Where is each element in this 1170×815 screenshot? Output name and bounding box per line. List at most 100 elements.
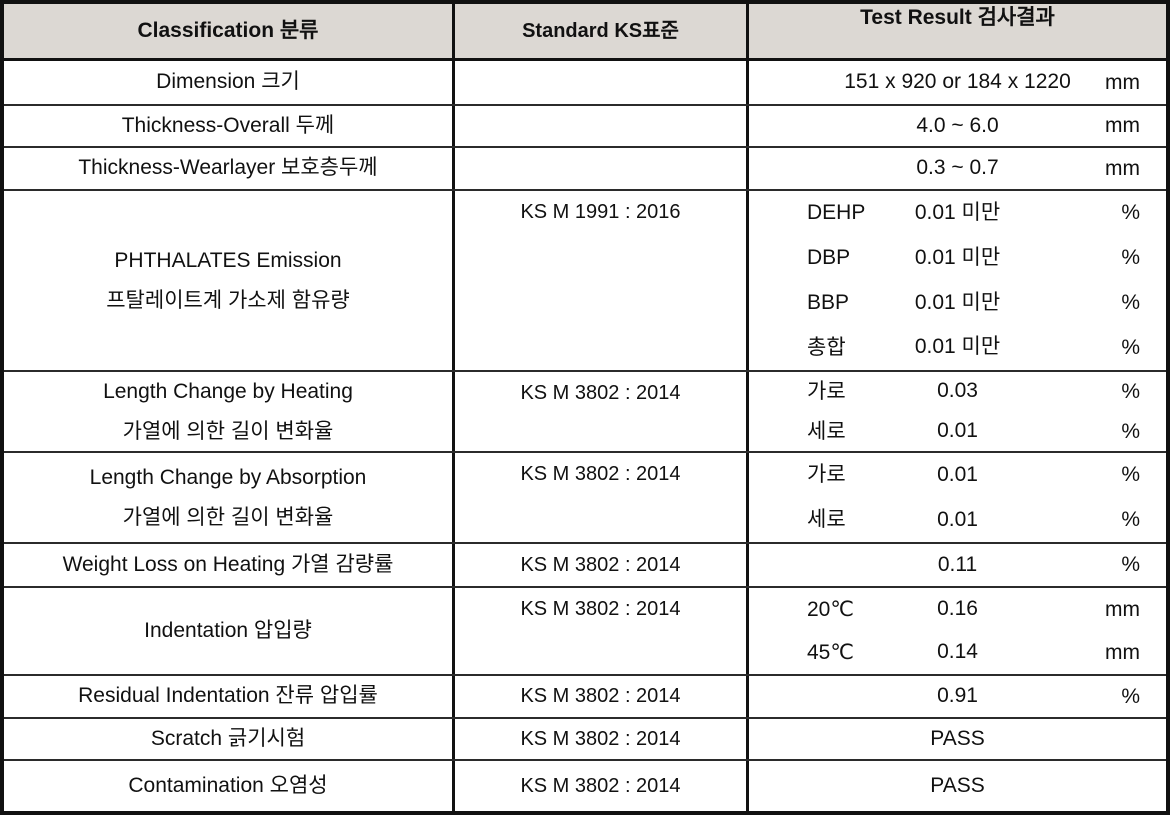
result-label: 세로 — [807, 507, 846, 531]
result-value: 0.16 — [937, 597, 978, 621]
classification-text: PHTHALATES Emission — [114, 248, 342, 272]
result-unit: mm — [1105, 156, 1140, 180]
header-standard: Standard KS표준 — [455, 4, 749, 58]
standard-cell: KS M 3802 : 2014 — [455, 544, 749, 586]
classification-cell: Thickness-Overall 두께 — [4, 106, 455, 146]
result-label: 20℃ — [807, 597, 854, 621]
result-value: 0.14 — [937, 640, 978, 664]
standard-cell: KS M 1991 : 2016 — [455, 191, 749, 370]
table-row: Dimension 크기 151 x 920 or 184 x 1220 mm — [4, 61, 1166, 106]
result-value: PASS — [930, 773, 985, 797]
result-value: 151 x 920 or 184 x 1220 — [844, 70, 1071, 94]
result-cell: DEHP 0.01 미만% DBP 0.01 미만% BBP 0.01 미만% 총합 0.01… — [749, 191, 1166, 370]
result-label: DEHP — [807, 201, 866, 225]
result-unit: mm — [1105, 640, 1140, 664]
result-subrow: 총합 0.01 미만% — [749, 325, 1166, 370]
result-value: 0.11 — [937, 552, 978, 576]
classification-cell: Length Change by Heating 가열에 의한 길이 변화율 — [4, 372, 455, 451]
result-subrow: 151 x 920 or 184 x 1220 mm — [749, 61, 1166, 104]
table-row: PHTHALATES Emission 프탈레이트계 가소제 함유량 KS M 19… — [4, 191, 1166, 372]
header-test-result: Test Result 검사결과 — [860, 6, 1055, 29]
result-label: 총합 — [807, 335, 846, 359]
result-unit: % — [1121, 290, 1140, 314]
result-unit: mm — [1105, 113, 1140, 137]
classification-text: Contamination 오염성 — [128, 773, 328, 797]
result-subrow: 45℃ 0.14 mm — [749, 631, 1166, 674]
classification-text: Weight Loss on Heating 가열 감량률 — [62, 552, 394, 576]
result-unit: % — [1121, 245, 1140, 269]
result-value: 0.3 ~ 0.7 — [916, 156, 999, 180]
classification-text: Residual Indentation 잔류 압입률 — [78, 684, 378, 708]
result-unit: % — [1121, 419, 1140, 443]
result-subrow: 4.0 ~ 6.0 mm — [749, 106, 1166, 146]
table-row: Length Change by Absorption 가열에 의한 길이 변화율… — [4, 453, 1166, 544]
classification-text: Indentation 압입량 — [144, 618, 312, 642]
classification-cell: Indentation 압입량 — [4, 588, 455, 674]
classification-text: 가열에 의한 길이 변화율 — [122, 419, 334, 443]
result-cell: 0.11% — [749, 544, 1166, 586]
table-row: Length Change by Heating 가열에 의한 길이 변화율 KS … — [4, 372, 1166, 453]
standard-cell: KS M 3802 : 2014 — [455, 588, 749, 674]
result-subrow: DBP 0.01 미만% — [749, 236, 1166, 281]
table-row: Thickness-Wearlayer 보호층두께 0.3 ~ 0.7 mm — [4, 148, 1166, 191]
classification-text: Length Change by Absorption — [89, 465, 367, 489]
table-header: Classification 분류 Standard KS표준 Test Res… — [4, 4, 1166, 61]
classification-cell: Residual Indentation 잔류 압입률 — [4, 676, 455, 717]
table-row: Thickness-Overall 두께 4.0 ~ 6.0 mm — [4, 106, 1166, 148]
result-value: PASS — [930, 726, 985, 750]
result-subrow: PASS — [749, 719, 1166, 759]
result-unit: % — [1121, 552, 1140, 576]
result-value: 0.03 — [937, 379, 978, 403]
table-row: Indentation 압입량 KS M 3802 : 2014 20℃ 0.16 mm… — [4, 588, 1166, 676]
result-subrow: 가로 0.01% — [749, 453, 1166, 498]
classification-text: Thickness-Overall 두께 — [121, 113, 335, 137]
result-label: BBP — [807, 290, 850, 314]
result-label: 가로 — [807, 379, 846, 403]
result-value: 0.01 미만 — [914, 245, 1001, 269]
table-row: Residual Indentation 잔류 압입률 KS M 3802 : 2… — [4, 676, 1166, 719]
classification-text: Length Change by Heating — [103, 379, 353, 403]
classification-text: Scratch 긁기시험 — [150, 726, 306, 750]
standard-cell — [455, 148, 749, 189]
table-body: Dimension 크기 151 x 920 or 184 x 1220 mm Thi… — [4, 61, 1166, 811]
result-label: 세로 — [807, 419, 846, 443]
result-unit: % — [1121, 507, 1140, 531]
classification-cell: Weight Loss on Heating 가열 감량률 — [4, 544, 455, 586]
standard-cell: KS M 3802 : 2014 — [455, 372, 749, 451]
result-unit: % — [1121, 201, 1140, 225]
classification-text: 가열에 의한 길이 변화율 — [122, 505, 334, 529]
result-cell: 가로 0.03% 세로 0.01% — [749, 372, 1166, 451]
classification-cell: Contamination 오염성 — [4, 761, 455, 811]
result-unit: mm — [1105, 597, 1140, 621]
classification-cell: Scratch 긁기시험 — [4, 719, 455, 759]
result-unit: mm — [1105, 70, 1140, 94]
classification-cell: Dimension 크기 — [4, 61, 455, 104]
result-value: 0.01 미만 — [914, 201, 1001, 225]
result-subrow: 0.11% — [749, 544, 1166, 586]
classification-text: 프탈레이트계 가소제 함유량 — [106, 288, 350, 312]
standard-cell: KS M 3802 : 2014 — [455, 453, 749, 542]
result-cell: 20℃ 0.16 mm 45℃ 0.14 mm — [749, 588, 1166, 674]
result-subrow: 세로 0.01% — [749, 498, 1166, 543]
result-label: 가로 — [807, 463, 846, 487]
result-label: DBP — [807, 245, 851, 269]
table-row: Contamination 오염성 KS M 3802 : 2014 PASS — [4, 761, 1166, 811]
standard-cell: KS M 3802 : 2014 — [455, 719, 749, 759]
result-subrow: PASS — [749, 761, 1166, 811]
classification-cell: Length Change by Absorption 가열에 의한 길이 변화율 — [4, 453, 455, 542]
standard-cell — [455, 61, 749, 104]
result-unit: % — [1121, 684, 1140, 708]
result-cell: PASS — [749, 719, 1166, 759]
result-unit: % — [1121, 463, 1140, 487]
table-row: Scratch 긁기시험 KS M 3802 : 2014 PASS — [4, 719, 1166, 761]
result-unit: % — [1121, 379, 1140, 403]
result-value: 0.91 — [937, 684, 978, 708]
result-unit: % — [1121, 335, 1140, 359]
classification-text: Thickness-Wearlayer 보호층두께 — [78, 156, 378, 180]
result-value: 0.01 — [937, 463, 978, 487]
result-subrow: BBP 0.01 미만% — [749, 281, 1166, 326]
result-cell: PASS — [749, 761, 1166, 811]
result-subrow: 0.3 ~ 0.7 mm — [749, 148, 1166, 189]
result-subrow: 20℃ 0.16 mm — [749, 588, 1166, 631]
